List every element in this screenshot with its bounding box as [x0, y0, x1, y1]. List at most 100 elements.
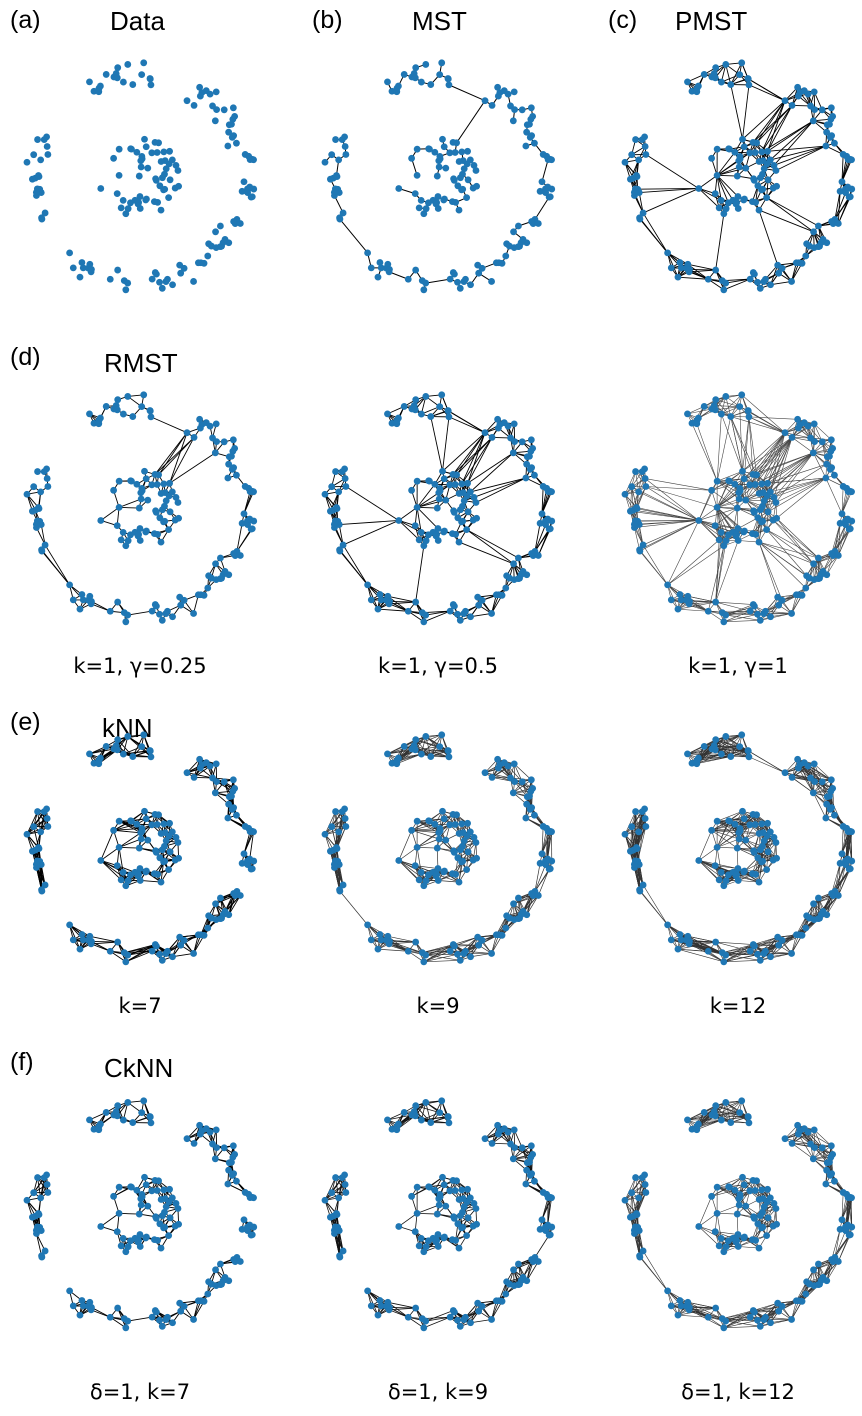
graph-node — [845, 193, 853, 201]
graph-node — [522, 474, 530, 482]
graph-node — [448, 530, 456, 538]
graph-node — [102, 403, 110, 410]
graph-node — [147, 413, 155, 421]
graph-node — [328, 151, 336, 159]
graph-edge — [169, 437, 195, 484]
graph-edge — [456, 100, 486, 144]
graph-edge — [716, 151, 736, 176]
graph-node — [377, 264, 385, 272]
graph-node — [29, 175, 36, 183]
graph-edge — [723, 278, 751, 291]
graph-node — [395, 82, 402, 90]
graph-edge — [747, 78, 786, 102]
graph-node — [162, 278, 170, 285]
graph-node — [40, 468, 48, 476]
graph-node — [498, 259, 506, 267]
graph-node — [717, 528, 725, 536]
graph-node — [335, 488, 343, 496]
graph-edge — [773, 120, 814, 166]
graph-edge — [767, 105, 793, 152]
graph-node — [183, 97, 191, 105]
graph-node — [792, 259, 800, 267]
graph-node — [113, 190, 121, 197]
graph-edge — [339, 549, 368, 586]
graph-node — [41, 541, 49, 549]
graph-node — [635, 156, 643, 164]
graph-node — [810, 420, 818, 428]
graph-node — [35, 844, 42, 851]
graph-node — [172, 493, 180, 501]
graph-node — [433, 531, 441, 538]
graph-edge — [169, 452, 216, 484]
graph-node — [528, 218, 536, 225]
graph-node — [686, 266, 693, 273]
graph-node — [97, 754, 104, 762]
graph-node — [172, 161, 180, 169]
graph-node — [412, 396, 420, 404]
graph-node — [726, 145, 733, 153]
graph-node — [119, 528, 127, 536]
graph-node — [122, 618, 130, 626]
graph-node — [230, 218, 238, 225]
graph-node — [720, 210, 728, 218]
graph-rmst1 — [23, 391, 258, 626]
graph-node — [488, 278, 495, 285]
graph-node — [339, 541, 347, 549]
graph-node — [147, 81, 155, 89]
graph-node — [464, 147, 471, 155]
graph-node — [494, 415, 502, 423]
graph-edge — [637, 188, 699, 190]
graph-edge — [716, 175, 739, 197]
graph-node — [122, 286, 130, 294]
graph-edge — [342, 544, 368, 586]
graph-node — [827, 104, 835, 112]
graph-node — [376, 259, 384, 266]
graph-node — [220, 106, 228, 114]
graph-node — [37, 156, 45, 164]
graph-node — [474, 593, 482, 601]
graph-node — [40, 808, 48, 816]
graph-node — [156, 610, 163, 618]
graph-node — [136, 525, 144, 532]
graph-node — [764, 479, 771, 487]
graph-edge — [758, 209, 814, 233]
graph-node — [228, 120, 235, 128]
graph-node — [129, 81, 137, 88]
graph-node — [720, 618, 728, 626]
graph-edge — [834, 192, 847, 220]
graph-edge — [814, 423, 832, 441]
graph-node — [146, 75, 154, 82]
graph-node — [97, 82, 104, 90]
graph-node — [475, 269, 483, 277]
graph-node — [138, 824, 146, 832]
graph-edge — [756, 100, 786, 144]
graph-node — [502, 252, 510, 260]
graph-node — [400, 403, 408, 410]
graph-node — [395, 414, 402, 422]
graph-node — [711, 190, 719, 197]
graph-node — [420, 618, 428, 626]
graph-node — [114, 598, 122, 606]
graph-node — [29, 847, 36, 855]
graph-node — [641, 143, 649, 150]
graph-node — [160, 186, 167, 194]
graph-node — [770, 493, 778, 501]
graph-points — [23, 59, 258, 294]
graph-node — [166, 819, 173, 827]
graph-node — [138, 71, 146, 79]
graph-node — [140, 391, 148, 399]
graph-node — [142, 196, 150, 204]
graph-node — [422, 205, 430, 213]
graph-edge — [345, 486, 400, 521]
graph-node — [106, 607, 114, 615]
graph-edge — [761, 100, 786, 153]
graph-node — [695, 185, 703, 192]
graph-node — [115, 817, 123, 825]
graph-edge — [642, 212, 668, 254]
graph-node — [138, 152, 146, 160]
graph-node — [204, 584, 212, 592]
graph-node — [78, 591, 86, 598]
graph-edge — [825, 477, 843, 514]
graph-node — [213, 106, 220, 114]
